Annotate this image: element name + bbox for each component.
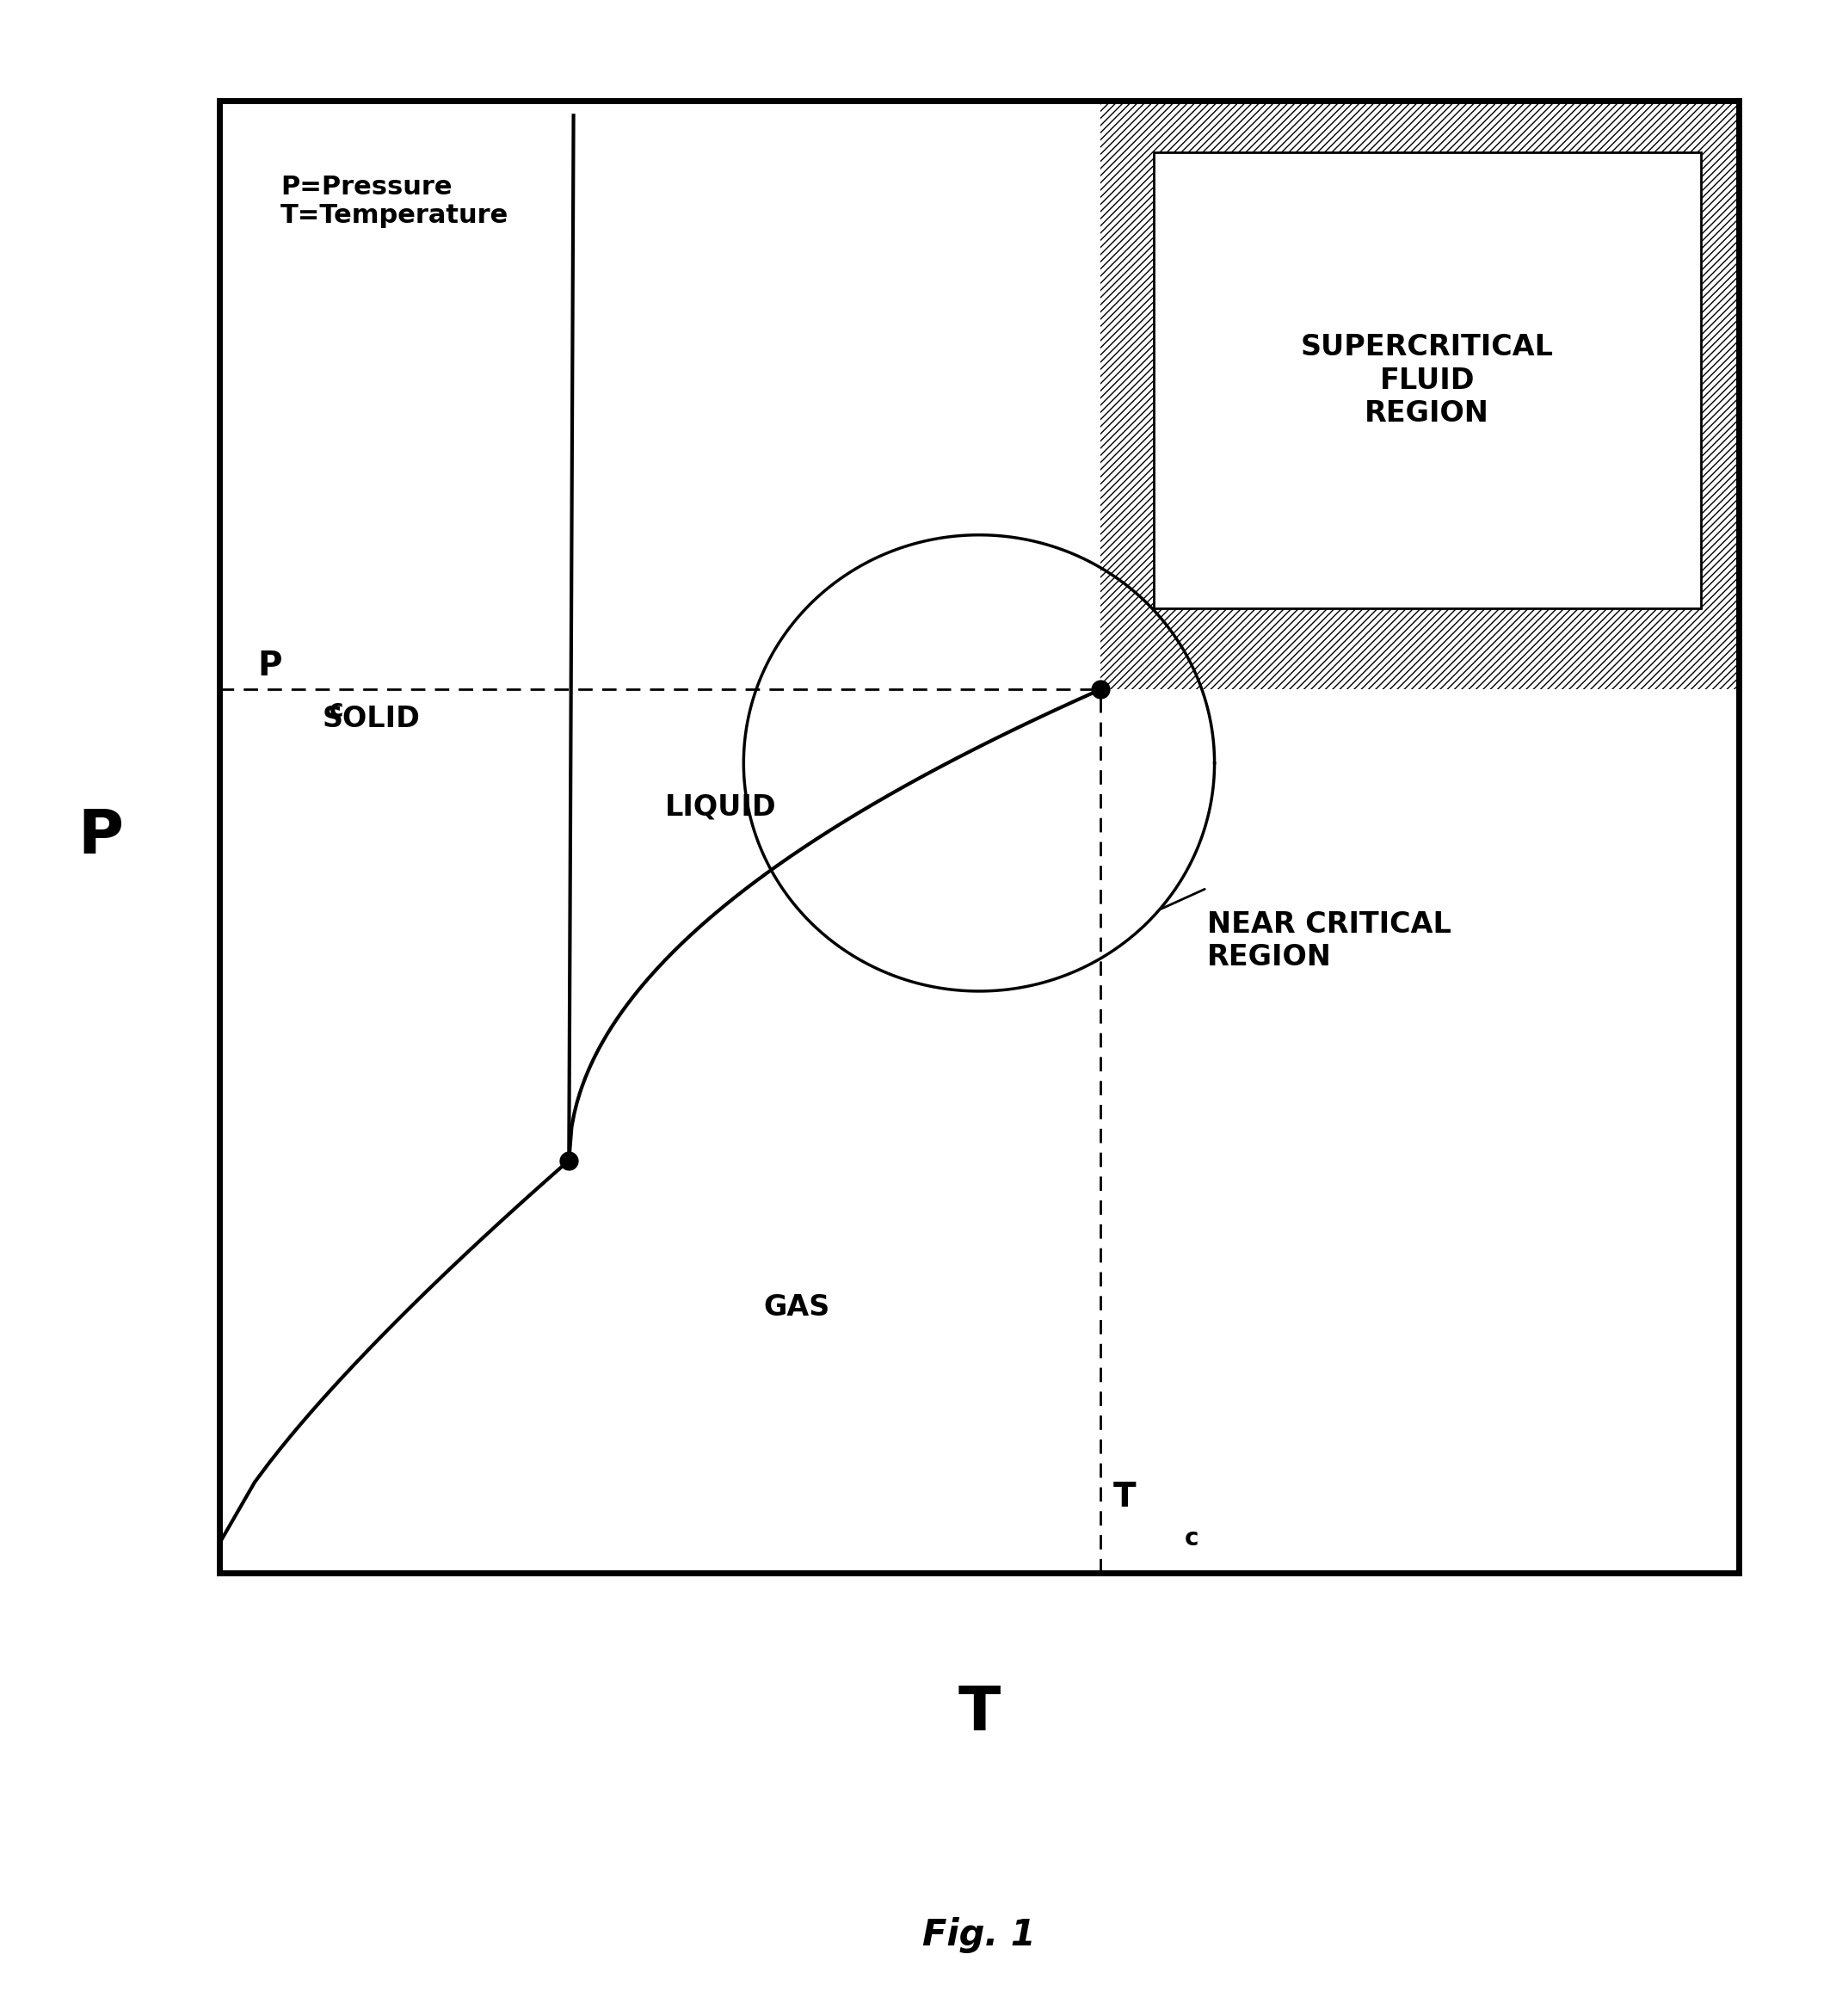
Text: c: c bbox=[329, 698, 344, 722]
Text: P: P bbox=[258, 649, 282, 681]
Bar bbox=[1100, 101, 1738, 689]
Text: P=Pressure
T=Temperature: P=Pressure T=Temperature bbox=[280, 173, 509, 228]
Text: T: T bbox=[957, 1683, 1001, 1744]
Text: P: P bbox=[79, 806, 123, 867]
Text: LIQUID: LIQUID bbox=[664, 792, 776, 821]
Bar bbox=[1153, 153, 1700, 609]
Text: Fig. 1: Fig. 1 bbox=[922, 1917, 1036, 1954]
Text: SOLID: SOLID bbox=[322, 706, 421, 734]
Text: GAS: GAS bbox=[763, 1294, 831, 1322]
Text: T: T bbox=[1113, 1482, 1136, 1514]
Text: SUPERCRITICAL
FLUID
REGION: SUPERCRITICAL FLUID REGION bbox=[1301, 333, 1554, 427]
Text: c: c bbox=[1184, 1526, 1199, 1550]
Text: NEAR CRITICAL
REGION: NEAR CRITICAL REGION bbox=[1208, 911, 1451, 972]
